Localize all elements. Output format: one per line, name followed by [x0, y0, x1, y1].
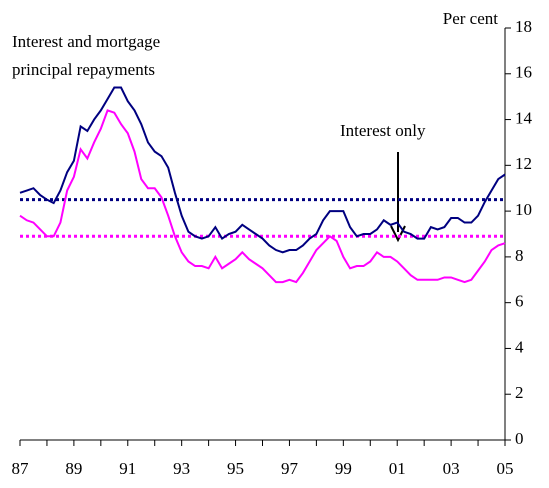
y-tick-label: 4: [515, 337, 524, 356]
unit-label: Per cent: [443, 9, 499, 28]
series-line: [19, 86, 506, 254]
annotation: Interest only: [340, 121, 426, 140]
x-tick-label: 97: [281, 459, 299, 478]
x-tick-label: 99: [335, 459, 352, 478]
y-tick-label: 0: [515, 429, 524, 448]
x-tick-label: 05: [497, 459, 514, 478]
x-tick-label: 87: [12, 459, 30, 478]
y-tick-label: 6: [515, 292, 524, 311]
y-tick-label: 18: [515, 17, 532, 36]
x-tick-label: 01: [389, 459, 406, 478]
y-tick-label: 16: [515, 63, 532, 82]
x-tick-label: 91: [119, 459, 136, 478]
y-tick-label: 14: [515, 108, 533, 127]
y-tick-label: 2: [515, 383, 524, 402]
y-tick-label: 10: [515, 200, 532, 219]
annotation: Interest and mortgage: [12, 32, 160, 51]
x-tick-label: 93: [173, 459, 190, 478]
series-line: [19, 109, 506, 284]
y-tick-label: 8: [515, 246, 524, 265]
x-tick-label: 95: [227, 459, 244, 478]
y-tick-label: 12: [515, 154, 532, 173]
x-tick-label: 03: [443, 459, 460, 478]
annotation: principal repayments: [12, 60, 155, 79]
x-tick-label: 89: [65, 459, 82, 478]
